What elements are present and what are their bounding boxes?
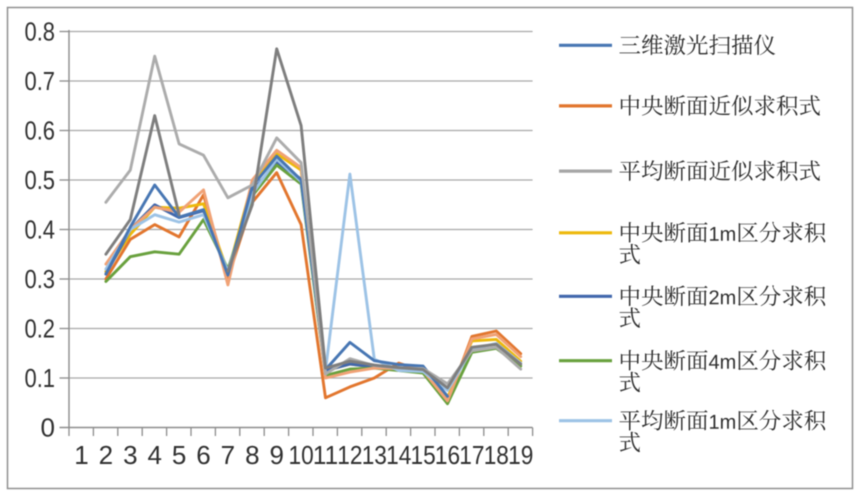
svg-text:8: 8 [245,440,259,470]
svg-text:3: 3 [123,440,137,470]
svg-text:14: 14 [386,440,411,470]
svg-text:12: 12 [337,440,362,470]
svg-text:18: 18 [484,440,509,470]
svg-text:10: 10 [289,440,314,470]
svg-text:1: 1 [74,440,88,470]
svg-text:17: 17 [459,440,484,470]
svg-text:4: 4 [147,440,161,470]
svg-text:0.8: 0.8 [25,17,56,47]
svg-text:0.3: 0.3 [25,264,56,294]
svg-text:0.5: 0.5 [25,165,56,195]
svg-text:9: 9 [269,440,283,470]
svg-text:15: 15 [411,440,436,470]
svg-text:0.2: 0.2 [25,314,56,344]
svg-text:0.1: 0.1 [25,363,56,393]
svg-text:0.7: 0.7 [25,66,56,96]
svg-text:19: 19 [508,440,533,470]
svg-text:0.6: 0.6 [25,116,56,146]
svg-text:16: 16 [435,440,460,470]
svg-text:0.4: 0.4 [25,215,56,245]
svg-text:6: 6 [196,440,210,470]
svg-text:5: 5 [172,440,186,470]
svg-text:2: 2 [99,440,113,470]
svg-text:0: 0 [41,413,55,443]
svg-text:7: 7 [221,440,235,470]
svg-text:13: 13 [362,440,387,470]
svg-text:11: 11 [313,440,338,470]
